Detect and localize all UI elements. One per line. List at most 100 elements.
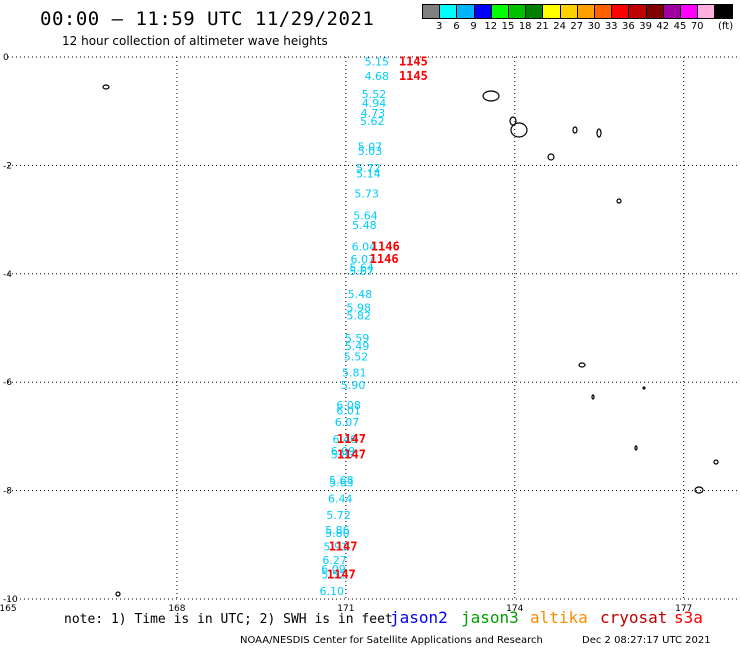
- map-subtitle: 12 hour collection of altimeter wave hei…: [62, 34, 328, 48]
- wave-height-label: 5.87: [331, 448, 356, 461]
- island-outline: [694, 486, 704, 494]
- y-tick-label: -8: [3, 487, 12, 497]
- wave-height-label: 5.52: [321, 569, 346, 582]
- legend-label: 30: [587, 21, 601, 32]
- wave-height-label: 5.98: [347, 301, 372, 314]
- timestamp: Dec 2 08:27:17 UTC 2021: [582, 635, 711, 646]
- wave-height-label: 5.03: [358, 145, 383, 158]
- legend-label: 6: [453, 21, 460, 32]
- y-tick-label: -6: [3, 378, 12, 388]
- time-label: 1146: [371, 240, 400, 254]
- island-outline: [713, 459, 719, 465]
- legend-label: 42: [656, 21, 670, 32]
- wave-height-label: 5.64: [353, 209, 378, 222]
- wave-height-label: 6.10: [320, 585, 345, 598]
- wave-height-label: 6.44: [328, 493, 353, 506]
- time-label: 1146: [370, 252, 399, 266]
- wave-height-label: 6.46: [332, 433, 357, 446]
- time-label: 1147: [337, 432, 366, 446]
- wave-height-label: 5.80: [325, 527, 350, 540]
- time-label: 1147: [327, 568, 356, 582]
- y-tick-label: 0: [3, 53, 9, 63]
- legend-label: 36: [622, 21, 635, 32]
- wave-height-label: 4.68: [365, 70, 390, 83]
- wave-height-label: 5.73: [354, 188, 379, 201]
- island-outline: [572, 126, 578, 134]
- wave-height-label: 5.48: [348, 288, 373, 301]
- island-outline: [616, 198, 622, 204]
- satellite-altika: altika: [530, 608, 588, 627]
- wave-height-label: 5.72: [356, 162, 381, 175]
- wave-height-label: 5.15: [365, 55, 390, 68]
- wave-height-label: 6.09: [321, 563, 346, 576]
- wave-height-label: 5.14: [356, 168, 381, 181]
- legend-label: 3: [436, 21, 443, 32]
- wave-height-label: 5.59: [345, 332, 370, 345]
- y-tick-label: -10: [3, 595, 18, 605]
- y-tick-label: -2: [3, 161, 12, 171]
- legend-label: 27: [570, 21, 584, 32]
- wave-height-label: 5.67: [349, 265, 374, 278]
- map-title: 00:00 – 11:59 UTC 11/29/2021: [40, 8, 375, 30]
- wave-height-label: 5.48: [352, 219, 377, 232]
- island-outline: [634, 445, 638, 451]
- legend-label: 24: [553, 21, 566, 32]
- credit-text: NOAA/NESDIS Center for Satellite Applica…: [240, 635, 543, 646]
- wave-height-label: 5.81: [342, 366, 367, 379]
- legend-swatch: [714, 4, 733, 19]
- wave-height-label: 6.07: [350, 253, 375, 266]
- island-outline: [591, 394, 595, 400]
- satellite-jason2: jason2: [390, 608, 448, 627]
- x-tick-label: 165: [0, 604, 17, 614]
- satellite-jason3: jason3: [461, 608, 519, 627]
- legend-label: 45: [673, 21, 687, 32]
- time-label: 1147: [337, 447, 366, 461]
- x-tick-label: 168: [168, 604, 185, 614]
- island-outline: [547, 153, 555, 161]
- legend-label: 33: [604, 21, 618, 32]
- x-tick-label: 171: [337, 604, 354, 614]
- time-label: 1147: [329, 539, 358, 553]
- legend-label: 39: [639, 21, 652, 32]
- legend-label: 18: [518, 21, 532, 32]
- wave-height-label: 5.63: [329, 476, 354, 489]
- footer-note: note: 1) Time is in UTC; 2) SWH is in fe…: [64, 612, 393, 627]
- legend-label: 9: [470, 21, 477, 32]
- wave-height-label: 5.49: [345, 340, 370, 353]
- wave-height-label: 5.82: [347, 310, 372, 323]
- legend-unit: (ft): [718, 21, 734, 32]
- legend-label: 15: [501, 21, 515, 32]
- wave-height-label: 6.27: [322, 554, 347, 567]
- island-outline: [115, 591, 121, 597]
- x-tick-label: 174: [506, 604, 523, 614]
- wave-height-label: 6.01: [336, 404, 361, 417]
- wave-height-label: 5.52: [362, 88, 387, 101]
- legend-label: 70: [690, 21, 704, 32]
- wave-height-label: 4.73: [361, 107, 386, 120]
- wave-height-label: 6.09: [331, 445, 356, 458]
- legend-label: 12: [484, 21, 498, 32]
- satellite-cryosat: cryosat: [600, 608, 668, 627]
- wave-height-label: 5.86: [325, 524, 350, 537]
- time-label: 1145: [399, 69, 428, 83]
- wave-height-label: 5.91: [323, 540, 348, 553]
- legend-label: 21: [536, 21, 549, 32]
- wave-height-label: 6.04: [352, 241, 377, 254]
- island-outline: [510, 122, 528, 138]
- island-outline: [578, 362, 586, 368]
- island-outline: [509, 116, 517, 126]
- wave-height-label: 5.62: [360, 115, 385, 128]
- satellite-s3a: s3a: [674, 608, 703, 627]
- wave-height-label: 6.08: [336, 399, 361, 412]
- wave-height-label: 5.64: [349, 261, 374, 274]
- wave-height-label: 4.94: [362, 97, 387, 110]
- x-tick-label: 177: [675, 604, 692, 614]
- island-outline: [596, 128, 602, 138]
- y-tick-label: -4: [3, 270, 12, 280]
- wave-height-label: 5.68: [329, 474, 354, 487]
- island-outline: [482, 90, 500, 102]
- wave-height-label: 5.52: [344, 351, 369, 364]
- island-outline: [102, 84, 110, 90]
- time-label: 1145: [399, 54, 428, 68]
